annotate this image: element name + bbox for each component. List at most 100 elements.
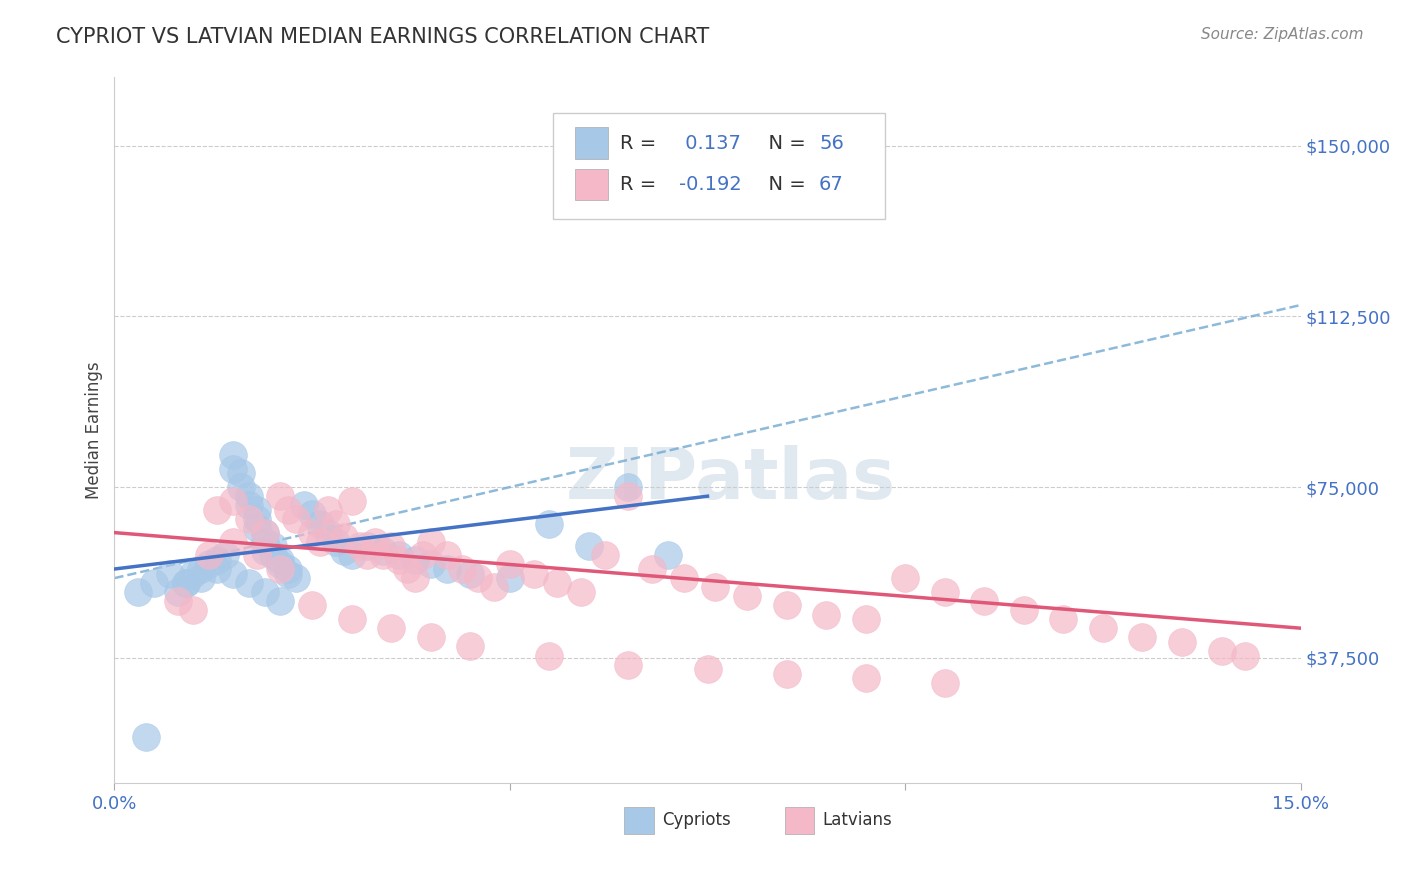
Text: Cypriots: Cypriots <box>662 811 731 829</box>
Y-axis label: Median Earnings: Median Earnings <box>86 361 103 499</box>
Point <box>222 493 245 508</box>
Point <box>696 662 718 676</box>
Point <box>404 571 426 585</box>
Point <box>253 534 276 549</box>
Point <box>617 657 640 672</box>
Point <box>332 530 354 544</box>
Point <box>641 562 664 576</box>
Text: N =: N = <box>756 134 813 153</box>
Point <box>451 562 474 576</box>
Point <box>292 498 315 512</box>
Point <box>183 603 205 617</box>
Point <box>222 462 245 476</box>
Text: R =: R = <box>620 175 662 194</box>
Point <box>229 467 252 481</box>
Point <box>373 549 395 563</box>
Point <box>246 512 269 526</box>
Bar <box>575 169 607 201</box>
Point <box>174 575 197 590</box>
Point <box>1234 648 1257 663</box>
Text: 56: 56 <box>820 134 844 153</box>
Point <box>316 503 339 517</box>
Point <box>815 607 838 622</box>
Point <box>934 584 956 599</box>
Point <box>229 480 252 494</box>
Point <box>325 516 347 531</box>
Point <box>934 675 956 690</box>
Point <box>973 594 995 608</box>
Point <box>222 534 245 549</box>
Point <box>388 553 411 567</box>
Point <box>198 549 221 563</box>
Point <box>395 562 418 576</box>
Point <box>301 525 323 540</box>
Point <box>301 508 323 522</box>
Point <box>356 539 378 553</box>
Point <box>262 549 284 563</box>
Text: 67: 67 <box>820 175 844 194</box>
Point <box>205 553 228 567</box>
Point <box>436 549 458 563</box>
Text: 0.137: 0.137 <box>679 134 741 153</box>
Point <box>340 493 363 508</box>
Point <box>285 571 308 585</box>
Point <box>419 534 441 549</box>
Point <box>205 562 228 576</box>
Text: Latvians: Latvians <box>823 811 893 829</box>
Point <box>127 584 149 599</box>
Point <box>704 580 727 594</box>
Point <box>340 612 363 626</box>
Text: CYPRIOT VS LATVIAN MEDIAN EARNINGS CORRELATION CHART: CYPRIOT VS LATVIAN MEDIAN EARNINGS CORRE… <box>56 27 710 46</box>
Point <box>198 558 221 572</box>
Point <box>672 571 695 585</box>
Point <box>269 558 291 572</box>
Point <box>419 630 441 644</box>
Point <box>316 525 339 540</box>
Point <box>364 534 387 549</box>
Point <box>253 544 276 558</box>
Point <box>412 549 434 563</box>
Point <box>269 489 291 503</box>
Point <box>332 544 354 558</box>
Point <box>499 571 522 585</box>
Point <box>309 534 332 549</box>
Point <box>894 571 917 585</box>
Point <box>593 549 616 563</box>
Point <box>142 575 165 590</box>
Point <box>269 594 291 608</box>
Point <box>135 731 157 745</box>
Point <box>617 480 640 494</box>
Point <box>380 539 402 553</box>
Point <box>246 521 269 535</box>
Point <box>569 584 592 599</box>
Point <box>238 498 260 512</box>
Point <box>183 566 205 581</box>
Point <box>238 489 260 503</box>
Point <box>285 512 308 526</box>
Point <box>657 549 679 563</box>
Point <box>174 575 197 590</box>
Text: R =: R = <box>620 134 662 153</box>
Point <box>269 553 291 567</box>
Point <box>373 544 395 558</box>
Point <box>214 549 236 563</box>
Bar <box>624 807 654 834</box>
Point <box>190 562 212 576</box>
Point <box>1091 621 1114 635</box>
Point <box>404 553 426 567</box>
Point <box>467 571 489 585</box>
Point <box>522 566 544 581</box>
Text: -0.192: -0.192 <box>679 175 742 194</box>
Point <box>349 539 371 553</box>
Point <box>1211 644 1233 658</box>
Point <box>546 575 568 590</box>
Point <box>325 534 347 549</box>
Point <box>578 539 600 553</box>
Point <box>1052 612 1074 626</box>
Point <box>246 503 269 517</box>
Point <box>356 549 378 563</box>
Point <box>855 671 877 685</box>
Point <box>190 571 212 585</box>
Point <box>1132 630 1154 644</box>
Point <box>775 599 797 613</box>
